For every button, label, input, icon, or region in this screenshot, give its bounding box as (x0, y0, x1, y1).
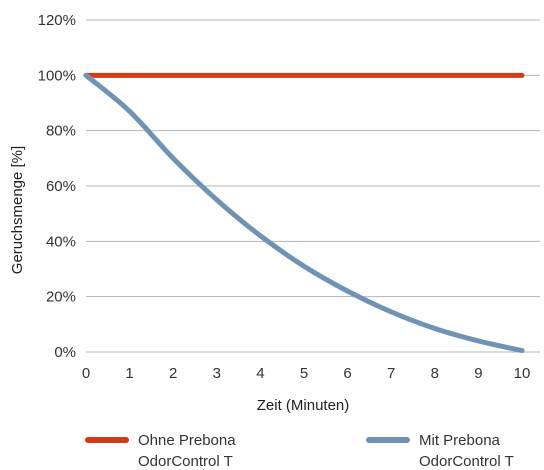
x-tick-label: 4 (256, 365, 264, 382)
y-tick-label: 60% (46, 178, 76, 195)
legend-item-0: Ohne Prebona OdorControl T (85, 432, 236, 470)
y-tick-label: 20% (46, 289, 76, 306)
y-axis-ticks: 0% 20% 40% 60% 80% 100% 120% (38, 12, 76, 361)
y-tick-label: 100% (38, 67, 76, 84)
x-tick-label: 2 (169, 365, 177, 382)
x-tick-label: 0 (82, 365, 90, 382)
x-tick-label: 5 (300, 365, 308, 382)
x-tick-label: 6 (343, 365, 351, 382)
x-tick-label: 3 (213, 365, 221, 382)
series-line-1 (83, 72, 525, 354)
y-axis-title: Geruchsmenge [%] (9, 146, 26, 274)
x-tick-label: 8 (431, 365, 439, 382)
legend-label: OdorControl T (138, 453, 233, 470)
legend-label: Ohne Prebona (138, 432, 236, 449)
x-tick-label: 10 (514, 365, 531, 382)
x-tick-label: 1 (125, 365, 133, 382)
x-axis-title: Zeit (Minuten) (257, 397, 350, 414)
x-tick-label: 9 (474, 365, 482, 382)
legend-label: OdorControl T (419, 453, 514, 470)
x-tick-label: 7 (387, 365, 395, 382)
y-tick-label: 0% (54, 344, 76, 361)
y-tick-label: 80% (46, 123, 76, 140)
x-axis-ticks: 0 1 2 3 4 5 6 7 8 9 10 (82, 365, 531, 382)
y-tick-label: 120% (38, 12, 76, 29)
grid-lines (86, 19, 540, 353)
series-lines (83, 72, 525, 354)
y-tick-label: 40% (46, 233, 76, 250)
legend-label: Mit Prebona (419, 432, 501, 449)
legend-item-1: Mit Prebona OdorControl T (366, 432, 514, 470)
legend: Ohne Prebona OdorControl T Mit Prebona Odor… (85, 432, 514, 470)
